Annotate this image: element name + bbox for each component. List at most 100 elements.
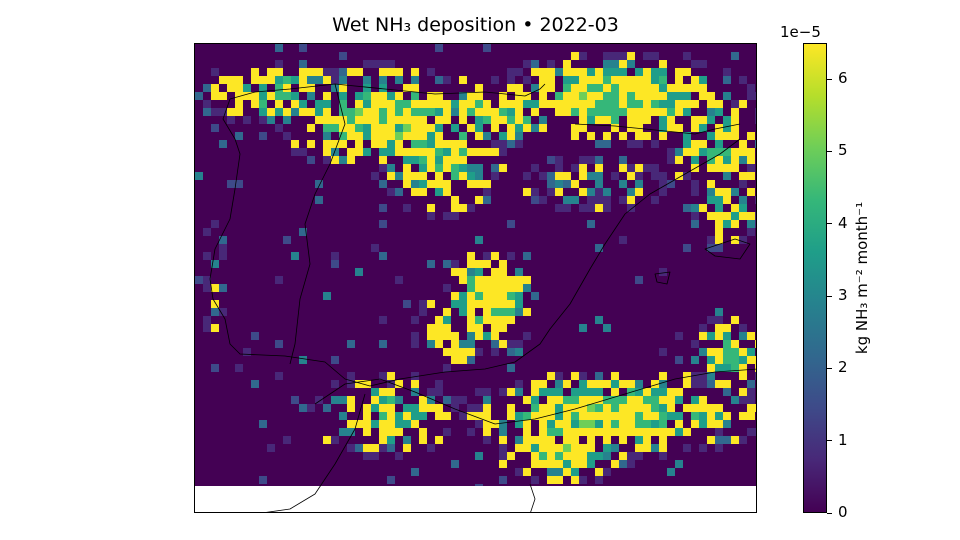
heatmap-cell	[731, 340, 739, 348]
heatmap-cell	[731, 132, 739, 140]
heatmap-cell	[731, 204, 739, 212]
heatmap-cell	[603, 468, 611, 476]
heatmap-cell	[731, 348, 739, 356]
heatmap-cell	[203, 84, 211, 92]
heatmap-cell	[339, 140, 347, 148]
heatmap-cell	[243, 116, 251, 124]
heatmap-cell	[323, 76, 331, 84]
heatmap-cell	[683, 140, 691, 148]
heatmap-cell	[251, 92, 259, 100]
heatmap-cell	[747, 220, 755, 228]
heatmap-cell	[219, 308, 227, 316]
heatmap-cell	[579, 164, 587, 172]
heatmap-cell	[467, 276, 475, 284]
heatmap-cell	[411, 148, 419, 156]
heatmap-cell	[547, 396, 555, 404]
heatmap-cell	[395, 116, 403, 124]
heatmap-cell	[651, 52, 659, 60]
heatmap-cell	[371, 132, 379, 140]
heatmap-cell	[507, 140, 515, 148]
heatmap-cell	[211, 108, 219, 116]
heatmap-cell	[211, 68, 219, 76]
heatmap-cell	[715, 220, 723, 228]
heatmap-cell	[555, 380, 563, 388]
heatmap-cell	[443, 212, 451, 220]
heatmap-cell	[619, 196, 627, 204]
heatmap-cell	[731, 356, 739, 364]
heatmap-cell	[707, 236, 715, 244]
heatmap-cell	[507, 364, 515, 372]
heatmap-cell	[395, 100, 403, 108]
heatmap-cell	[707, 436, 715, 444]
heatmap-cell	[427, 444, 435, 452]
heatmap-cell	[755, 220, 756, 228]
heatmap-cell	[475, 164, 483, 172]
heatmap-cell	[683, 172, 691, 180]
heatmap-cell	[747, 332, 755, 340]
heatmap-cell	[235, 100, 243, 108]
heatmap-cell	[491, 284, 499, 292]
heatmap-cell	[467, 268, 475, 276]
heatmap-cell	[475, 404, 483, 412]
heatmap-cell	[635, 164, 643, 172]
heatmap-cell	[307, 76, 315, 84]
coastline	[704, 238, 751, 260]
heatmap-cell	[483, 148, 491, 156]
heatmap-cell	[435, 76, 443, 84]
heatmap-cell	[699, 124, 707, 132]
heatmap-cell	[539, 84, 547, 92]
heatmap-cell	[539, 68, 547, 76]
heatmap-cell	[603, 452, 611, 460]
heatmap-cell	[371, 140, 379, 148]
colorbar-tick-label: 3	[838, 286, 848, 305]
heatmap-cell	[331, 380, 339, 388]
heatmap-cell	[555, 452, 563, 460]
heatmap-cell	[739, 364, 747, 372]
heatmap-cell	[379, 68, 387, 76]
colorbar-label: kg NH₃ m⁻² month⁻¹	[853, 201, 871, 355]
heatmap-cell	[603, 324, 611, 332]
heatmap-cell	[539, 404, 547, 412]
heatmap-cell	[747, 412, 755, 420]
heatmap-cell	[603, 196, 611, 204]
heatmap-cell	[659, 100, 667, 108]
heatmap-cell	[595, 100, 603, 108]
heatmap-cell	[675, 148, 683, 156]
heatmap-cell	[739, 436, 747, 444]
heatmap-cell	[627, 428, 635, 436]
heatmap-cell	[451, 148, 459, 156]
heatmap-cell	[419, 132, 427, 140]
heatmap-cell	[523, 396, 531, 404]
heatmap-cell	[563, 60, 571, 68]
heatmap-cell	[603, 60, 611, 68]
heatmap-cell	[499, 108, 507, 116]
heatmap-cell	[691, 220, 699, 228]
heatmap-cell	[203, 276, 211, 284]
heatmap-cell	[419, 396, 427, 404]
heatmap-cell	[547, 180, 555, 188]
heatmap-cell	[299, 60, 307, 68]
heatmap-cell	[379, 148, 387, 156]
heatmap-cell	[379, 100, 387, 108]
heatmap-cell	[603, 132, 611, 140]
heatmap-cell	[539, 124, 547, 132]
heatmap-cell	[611, 380, 619, 388]
heatmap-cell	[571, 76, 579, 84]
heatmap-cell	[691, 212, 699, 220]
map-plot-area	[194, 43, 757, 513]
heatmap-cell	[451, 356, 459, 364]
heatmap-cell	[683, 244, 691, 252]
heatmap-cell	[395, 140, 403, 148]
heatmap-cell	[443, 156, 451, 164]
heatmap-cell	[307, 156, 315, 164]
heatmap-cell	[611, 412, 619, 420]
heatmap-cell	[379, 396, 387, 404]
heatmap-cell	[667, 428, 675, 436]
heatmap-cell	[747, 156, 755, 164]
heatmap-cell	[347, 124, 355, 132]
heatmap-cell	[619, 180, 627, 188]
heatmap-cell	[675, 332, 683, 340]
heatmap-cell	[707, 164, 715, 172]
heatmap-cell	[643, 420, 651, 428]
heatmap-cell	[587, 412, 595, 420]
